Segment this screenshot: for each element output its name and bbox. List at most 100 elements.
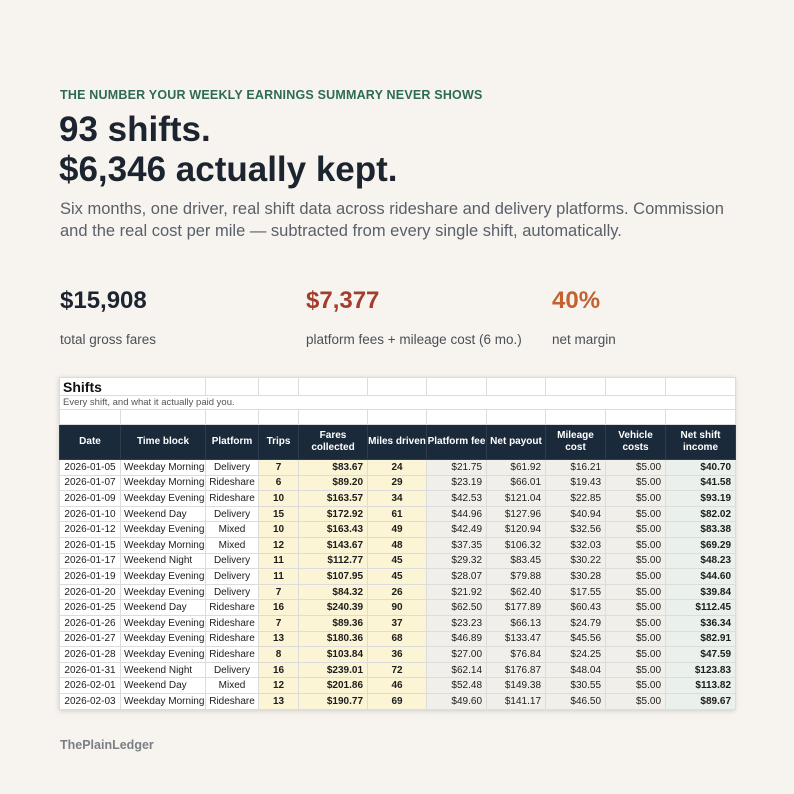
mileage-cost-cell[interactable]: $45.56: [545, 630, 607, 648]
date-cell[interactable]: 2026-01-12: [59, 521, 121, 538]
net-payout-cell[interactable]: $62.40: [486, 583, 547, 601]
mileage-cost-cell[interactable]: $19.43: [545, 474, 607, 492]
net-payout-cell[interactable]: $149.38: [486, 677, 547, 694]
platform-cell[interactable]: Mixed: [205, 677, 260, 694]
trips-cell[interactable]: 11: [258, 568, 300, 585]
trips-cell[interactable]: 16: [258, 599, 300, 616]
net-income-cell[interactable]: $82.02: [665, 505, 737, 523]
platform-fee-cell[interactable]: $27.00: [426, 646, 488, 663]
net-income-cell[interactable]: $36.34: [665, 614, 737, 632]
date-cell[interactable]: 2026-01-17: [59, 552, 121, 570]
date-cell[interactable]: 2026-01-19: [59, 568, 121, 585]
trips-cell[interactable]: 12: [258, 536, 300, 554]
net-income-cell[interactable]: $41.58: [665, 474, 737, 492]
net-income-cell[interactable]: $83.38: [665, 521, 737, 538]
mileage-cost-cell[interactable]: $48.04: [545, 661, 607, 679]
time-block-cell[interactable]: Weekday Evening: [119, 490, 207, 507]
miles-cell[interactable]: 90: [367, 599, 428, 616]
trips-cell[interactable]: 13: [258, 692, 300, 710]
date-cell[interactable]: 2026-01-20: [59, 583, 121, 601]
time-block-cell[interactable]: Weekday Evening: [119, 568, 207, 585]
miles-cell[interactable]: 61: [367, 505, 428, 523]
date-cell[interactable]: 2026-01-09: [59, 490, 121, 507]
mileage-cost-cell[interactable]: $30.22: [545, 552, 607, 570]
time-block-cell[interactable]: Weekday Evening: [119, 583, 207, 601]
platform-fee-cell[interactable]: $23.23: [426, 614, 488, 632]
trips-cell[interactable]: 7: [258, 583, 300, 601]
fares-cell[interactable]: $112.77: [298, 552, 369, 570]
date-cell[interactable]: 2026-02-03: [59, 692, 121, 710]
trips-cell[interactable]: 16: [258, 661, 300, 679]
time-block-cell[interactable]: Weekday Morning: [119, 474, 207, 492]
net-income-cell[interactable]: $89.67: [665, 692, 737, 710]
net-payout-cell[interactable]: $61.92: [486, 459, 547, 476]
platform-fee-cell[interactable]: $21.92: [426, 583, 488, 601]
fares-cell[interactable]: $201.86: [298, 677, 369, 694]
trips-cell[interactable]: 15: [258, 505, 300, 523]
column-header[interactable]: Trips: [258, 424, 300, 460]
time-block-cell[interactable]: Weekday Evening: [119, 646, 207, 663]
trips-cell[interactable]: 8: [258, 646, 300, 663]
trips-cell[interactable]: 11: [258, 552, 300, 570]
net-payout-cell[interactable]: $106.32: [486, 536, 547, 554]
column-header[interactable]: Platform: [205, 424, 260, 460]
vehicle-costs-cell[interactable]: $5.00: [605, 630, 667, 648]
vehicle-costs-cell[interactable]: $5.00: [605, 490, 667, 507]
platform-fee-cell[interactable]: $62.50: [426, 599, 488, 616]
miles-cell[interactable]: 72: [367, 661, 428, 679]
net-payout-cell[interactable]: $121.04: [486, 490, 547, 507]
time-block-cell[interactable]: Weekday Morning: [119, 459, 207, 476]
miles-cell[interactable]: 36: [367, 646, 428, 663]
trips-cell[interactable]: 7: [258, 459, 300, 476]
net-income-cell[interactable]: $112.45: [665, 599, 737, 616]
miles-cell[interactable]: 45: [367, 568, 428, 585]
trips-cell[interactable]: 10: [258, 521, 300, 538]
platform-fee-cell[interactable]: $29.32: [426, 552, 488, 570]
mileage-cost-cell[interactable]: $60.43: [545, 599, 607, 616]
column-header[interactable]: Date: [59, 424, 121, 460]
net-payout-cell[interactable]: $127.96: [486, 505, 547, 523]
platform-cell[interactable]: Rideshare: [205, 692, 260, 710]
date-cell[interactable]: 2026-01-27: [59, 630, 121, 648]
sheet-subtitle[interactable]: Every shift, and what it actually paid y…: [58, 395, 737, 410]
date-cell[interactable]: 2026-01-31: [59, 661, 121, 679]
vehicle-costs-cell[interactable]: $5.00: [605, 459, 667, 476]
net-income-cell[interactable]: $39.84: [665, 583, 737, 601]
platform-fee-cell[interactable]: $37.35: [426, 536, 488, 554]
date-cell[interactable]: 2026-01-25: [59, 599, 121, 616]
spreadsheet[interactable]: Shifts Every shift, and what it actually…: [58, 377, 737, 710]
fares-cell[interactable]: $163.57: [298, 490, 369, 507]
date-cell[interactable]: 2026-02-01: [59, 677, 121, 694]
mileage-cost-cell[interactable]: $46.50: [545, 692, 607, 710]
column-header[interactable]: Platform fee: [426, 424, 488, 460]
time-block-cell[interactable]: Weekday Morning: [119, 536, 207, 554]
mileage-cost-cell[interactable]: $24.79: [545, 614, 607, 632]
miles-cell[interactable]: 29: [367, 474, 428, 492]
platform-cell[interactable]: Delivery: [205, 661, 260, 679]
net-income-cell[interactable]: $113.82: [665, 677, 737, 694]
trips-cell[interactable]: 12: [258, 677, 300, 694]
date-cell[interactable]: 2026-01-10: [59, 505, 121, 523]
column-header[interactable]: Vehicle costs: [605, 424, 667, 460]
platform-fee-cell[interactable]: $42.53: [426, 490, 488, 507]
vehicle-costs-cell[interactable]: $5.00: [605, 692, 667, 710]
trips-cell[interactable]: 7: [258, 614, 300, 632]
time-block-cell[interactable]: Weekend Day: [119, 599, 207, 616]
net-payout-cell[interactable]: $177.89: [486, 599, 547, 616]
platform-cell[interactable]: Rideshare: [205, 490, 260, 507]
platform-cell[interactable]: Delivery: [205, 552, 260, 570]
miles-cell[interactable]: 45: [367, 552, 428, 570]
fares-cell[interactable]: $89.20: [298, 474, 369, 492]
column-header[interactable]: Miles driven: [367, 424, 428, 460]
miles-cell[interactable]: 24: [367, 459, 428, 476]
time-block-cell[interactable]: Weekday Evening: [119, 614, 207, 632]
platform-cell[interactable]: Delivery: [205, 568, 260, 585]
fares-cell[interactable]: $84.32: [298, 583, 369, 601]
net-payout-cell[interactable]: $120.94: [486, 521, 547, 538]
column-header[interactable]: Net shift income: [665, 424, 737, 460]
mileage-cost-cell[interactable]: $16.21: [545, 459, 607, 476]
net-payout-cell[interactable]: $133.47: [486, 630, 547, 648]
column-header[interactable]: Net payout: [486, 424, 547, 460]
net-income-cell[interactable]: $44.60: [665, 568, 737, 585]
mileage-cost-cell[interactable]: $24.25: [545, 646, 607, 663]
